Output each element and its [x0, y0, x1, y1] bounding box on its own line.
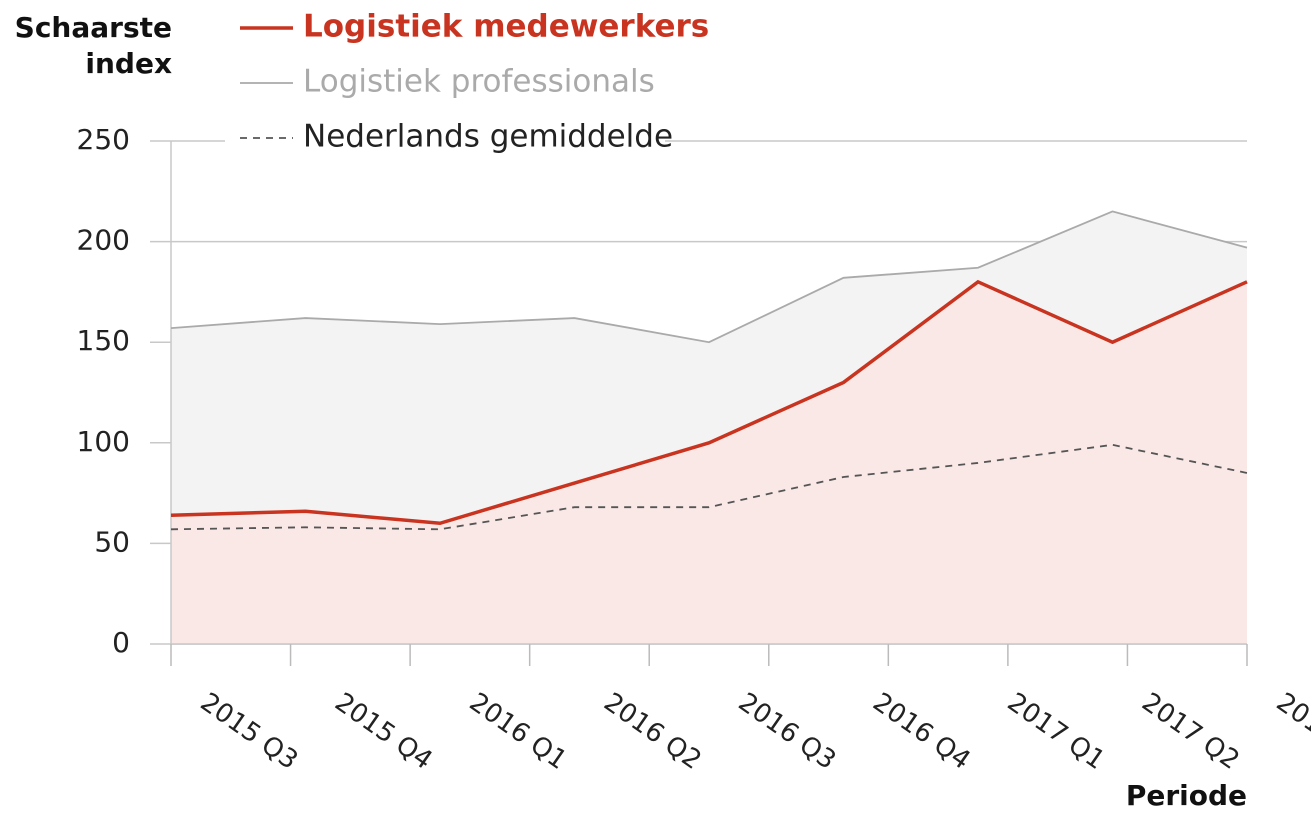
- y-axis-label: Schaarste index: [14, 11, 172, 80]
- x-axis-label: Periode: [1126, 779, 1247, 812]
- y-tick-label: 50: [94, 525, 130, 558]
- y-tick-label: 100: [77, 425, 130, 458]
- legend-label: Logistiek professionals: [303, 64, 655, 100]
- legend-label: Nederlands gemiddelde: [303, 119, 673, 155]
- x-tick-label: 2017 Q3: [1271, 687, 1311, 776]
- line: [170, 210, 1248, 344]
- x-tick-label: 2017 Q2: [1136, 687, 1245, 776]
- y-tick-label: 150: [77, 324, 130, 357]
- line: [170, 443, 1248, 531]
- x-tick-label: 2015 Q4: [329, 687, 438, 776]
- area: [171, 281, 1247, 644]
- legend-bg: [225, 0, 665, 162]
- x-tick-label: 2016 Q4: [867, 687, 976, 776]
- x-tick-label: 2016 Q1: [464, 687, 573, 776]
- x-tick-label: 2015 Q3: [195, 687, 304, 776]
- line: [170, 279, 1248, 526]
- legend-label: Logistiek medewerkers: [303, 9, 709, 45]
- x-tick-label: 2016 Q3: [733, 687, 842, 776]
- x-tick-label: 2016 Q2: [598, 687, 707, 776]
- y-tick-label: 200: [77, 224, 130, 257]
- x-tick-label: 2017 Q1: [1002, 687, 1111, 776]
- y-tick-label: 0: [112, 626, 130, 659]
- y-tick-label: 250: [77, 123, 130, 156]
